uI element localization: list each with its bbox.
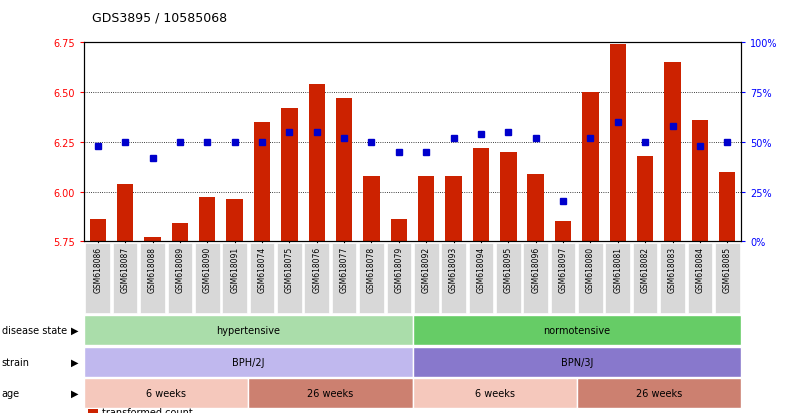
Text: GSM618093: GSM618093 bbox=[449, 246, 458, 292]
Bar bbox=[606, 243, 630, 313]
Bar bbox=[223, 243, 247, 313]
Text: GSM618088: GSM618088 bbox=[148, 246, 157, 292]
Text: GSM618083: GSM618083 bbox=[668, 246, 677, 292]
Bar bbox=[171, 224, 188, 242]
Text: GSM618085: GSM618085 bbox=[723, 246, 732, 292]
Bar bbox=[578, 243, 602, 313]
Bar bbox=[719, 172, 735, 242]
Bar bbox=[199, 198, 215, 242]
Text: disease state: disease state bbox=[2, 325, 66, 335]
Text: GSM618078: GSM618078 bbox=[367, 246, 376, 292]
Bar bbox=[469, 243, 493, 313]
Bar bbox=[551, 243, 575, 313]
Bar bbox=[610, 45, 626, 242]
Bar bbox=[637, 157, 654, 242]
Bar bbox=[387, 243, 411, 313]
Text: GSM618094: GSM618094 bbox=[477, 246, 485, 292]
Text: BPN/3J: BPN/3J bbox=[561, 357, 593, 367]
Bar bbox=[86, 243, 110, 313]
Text: GSM618095: GSM618095 bbox=[504, 246, 513, 292]
Text: GSM618089: GSM618089 bbox=[175, 246, 184, 292]
Bar bbox=[660, 243, 685, 313]
Bar bbox=[418, 176, 434, 242]
Bar bbox=[523, 243, 548, 313]
Text: 26 weeks: 26 weeks bbox=[636, 388, 682, 398]
Text: GDS3895 / 10585068: GDS3895 / 10585068 bbox=[92, 12, 227, 25]
Text: ▶: ▶ bbox=[70, 357, 78, 367]
Bar bbox=[359, 243, 384, 313]
Bar bbox=[527, 174, 544, 242]
Text: GSM618082: GSM618082 bbox=[641, 246, 650, 292]
Text: GSM618077: GSM618077 bbox=[340, 246, 348, 292]
Text: GSM618076: GSM618076 bbox=[312, 246, 321, 292]
Text: GSM618091: GSM618091 bbox=[230, 246, 239, 292]
Text: GSM618086: GSM618086 bbox=[93, 246, 103, 292]
Bar bbox=[144, 237, 161, 242]
Bar bbox=[250, 243, 274, 313]
Bar bbox=[363, 176, 380, 242]
Bar bbox=[500, 152, 517, 242]
Bar bbox=[687, 243, 712, 313]
Bar bbox=[336, 99, 352, 242]
Bar bbox=[692, 121, 708, 242]
Text: GSM618081: GSM618081 bbox=[614, 246, 622, 292]
Bar bbox=[113, 243, 138, 313]
Text: 6 weeks: 6 weeks bbox=[147, 388, 186, 398]
Text: GSM618074: GSM618074 bbox=[257, 246, 267, 292]
Text: GSM618087: GSM618087 bbox=[121, 246, 130, 292]
Bar bbox=[633, 243, 658, 313]
Bar bbox=[308, 85, 325, 242]
Bar bbox=[496, 243, 521, 313]
Bar bbox=[582, 93, 598, 242]
Bar bbox=[414, 243, 438, 313]
Bar bbox=[445, 176, 461, 242]
Bar bbox=[332, 243, 356, 313]
Bar bbox=[117, 184, 133, 242]
Text: GSM618097: GSM618097 bbox=[558, 246, 568, 292]
Bar bbox=[254, 123, 270, 242]
Bar bbox=[167, 243, 192, 313]
Bar bbox=[277, 243, 302, 313]
Text: GSM618079: GSM618079 bbox=[394, 246, 404, 292]
Text: 26 weeks: 26 weeks bbox=[308, 388, 353, 398]
Text: 6 weeks: 6 weeks bbox=[475, 388, 514, 398]
Bar bbox=[304, 243, 329, 313]
Text: BPH/2J: BPH/2J bbox=[232, 357, 264, 367]
Text: GSM618084: GSM618084 bbox=[695, 246, 704, 292]
Text: age: age bbox=[2, 388, 20, 398]
Bar bbox=[90, 220, 106, 242]
Text: GSM618075: GSM618075 bbox=[285, 246, 294, 292]
Bar bbox=[281, 109, 298, 242]
Text: ▶: ▶ bbox=[70, 388, 78, 398]
Bar bbox=[555, 222, 571, 242]
Text: normotensive: normotensive bbox=[543, 325, 610, 335]
Bar bbox=[140, 243, 165, 313]
Bar bbox=[441, 243, 466, 313]
Text: GSM618080: GSM618080 bbox=[586, 246, 595, 292]
Bar bbox=[391, 220, 407, 242]
Bar bbox=[664, 63, 681, 242]
Bar bbox=[715, 243, 739, 313]
Text: GSM618092: GSM618092 bbox=[421, 246, 431, 292]
Text: transformed count: transformed count bbox=[102, 407, 192, 413]
Bar bbox=[473, 148, 489, 242]
Bar bbox=[195, 243, 219, 313]
Text: ▶: ▶ bbox=[70, 325, 78, 335]
Bar bbox=[227, 200, 243, 242]
Text: strain: strain bbox=[2, 357, 30, 367]
Text: GSM618090: GSM618090 bbox=[203, 246, 211, 292]
Text: GSM618096: GSM618096 bbox=[531, 246, 540, 292]
Text: hypertensive: hypertensive bbox=[216, 325, 280, 335]
